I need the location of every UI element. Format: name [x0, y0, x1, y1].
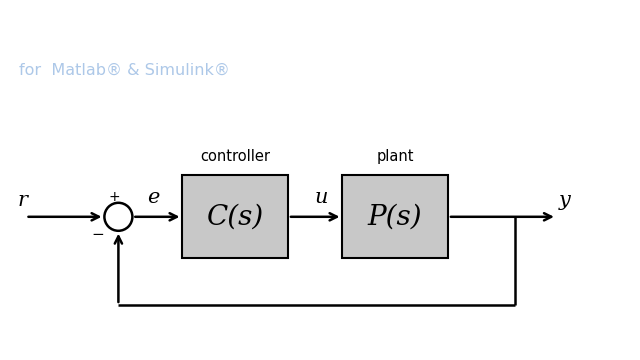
Text: for  Matlab® & Simulink®: for Matlab® & Simulink® [19, 63, 230, 78]
Text: controller: controller [200, 149, 270, 164]
Text: y: y [559, 191, 570, 210]
Text: plant: plant [376, 149, 414, 164]
Text: P(s): P(s) [368, 203, 422, 230]
Bar [182, 175, 288, 258]
Text: u: u [314, 188, 328, 207]
Text: +: + [108, 190, 120, 204]
Text: C(s): C(s) [207, 203, 264, 230]
Text: Cᴏᴛᴛᴏʟ  Tᴜᴛᴏʀɪᴀʟѕ: Cᴏᴛᴛᴏʟ Tᴜᴛᴏʀɪᴀʟѕ [19, 11, 275, 35]
Bar [342, 175, 448, 258]
Text: PID Controller Design: PID Controller Design [333, 25, 640, 59]
Text: CONTROL TUTORIALS: CONTROL TUTORIALS [19, 11, 339, 35]
Text: r: r [17, 191, 28, 210]
Ellipse shape [104, 203, 132, 231]
Text: −: − [91, 228, 104, 243]
Text: e: e [147, 188, 160, 207]
